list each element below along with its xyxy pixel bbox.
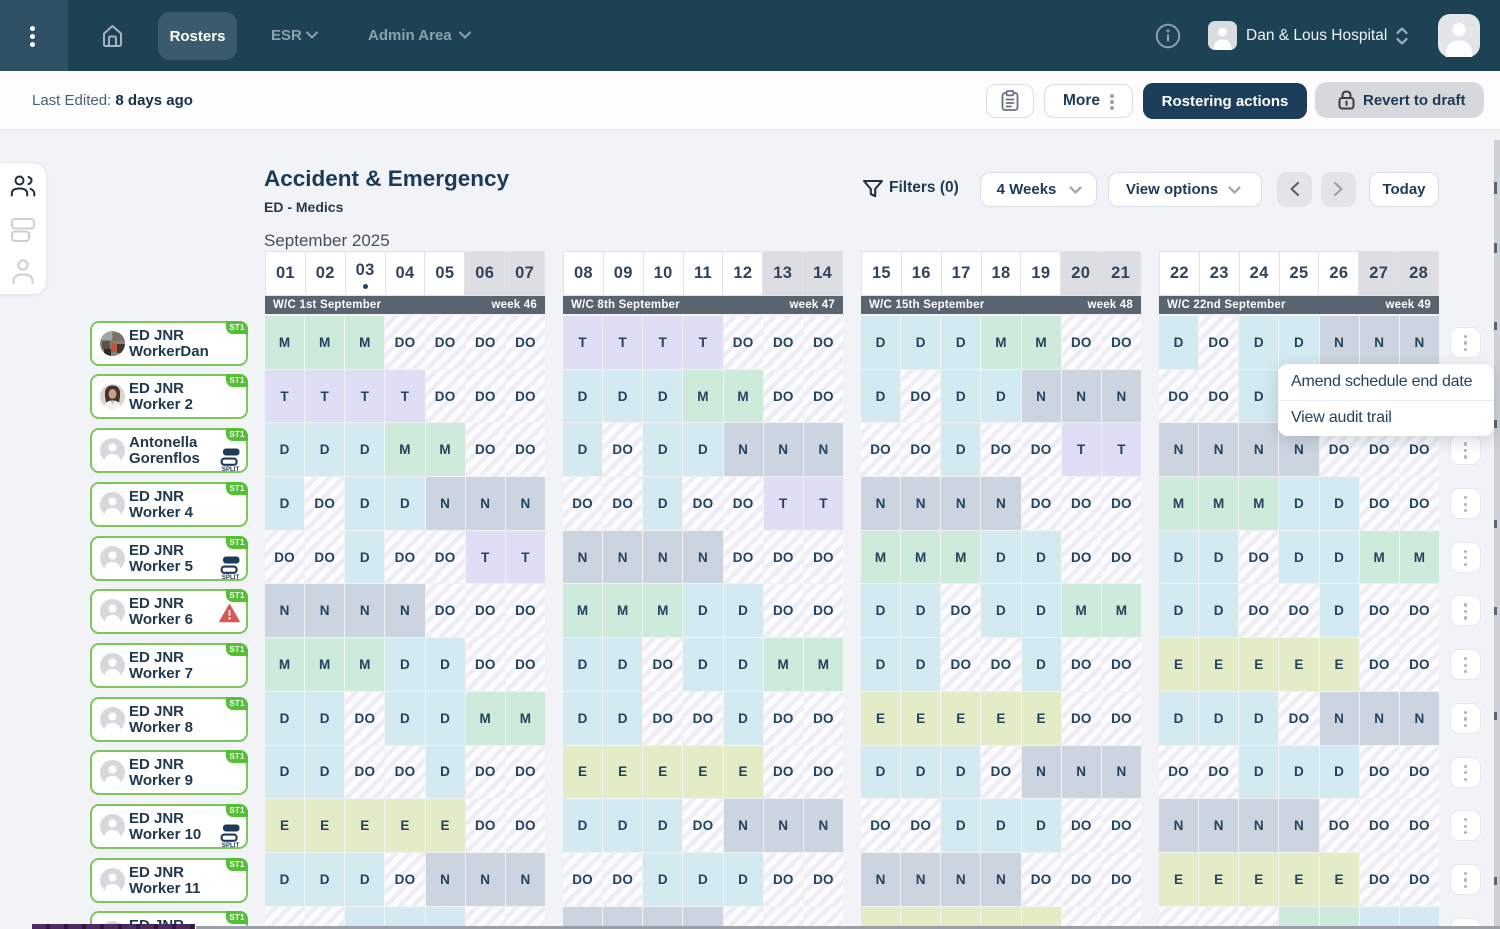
svg-text:SPLIT: SPLIT <box>222 574 240 580</box>
svg-text:SPLIT: SPLIT <box>222 842 240 848</box>
svg-text:SPLIT: SPLIT <box>222 466 240 472</box>
